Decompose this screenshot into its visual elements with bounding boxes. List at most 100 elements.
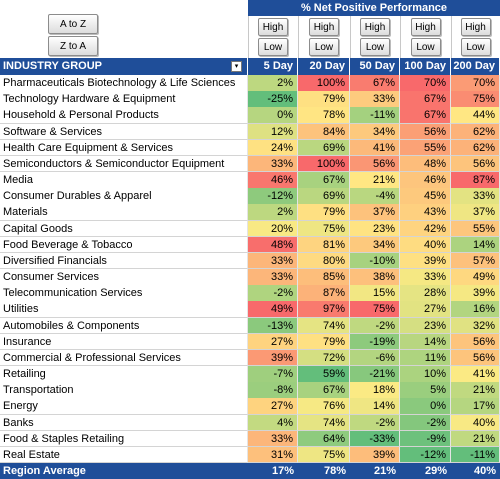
data-cell: 69% — [298, 188, 350, 205]
data-cell: 37% — [451, 204, 500, 221]
sort-button[interactable]: A to Z — [48, 14, 98, 34]
data-cell: 17% — [451, 398, 500, 415]
row-label: Media — [0, 172, 248, 189]
column-header: 100 Day — [400, 58, 451, 75]
data-cell: 40% — [451, 414, 500, 432]
data-cell: 44% — [451, 107, 500, 124]
row-label: Semiconductors & Semiconductor Equipment — [0, 155, 248, 173]
row-label: Automobiles & Components — [0, 317, 248, 335]
data-cell: 100% — [298, 155, 350, 173]
row-label: Software & Services — [0, 123, 248, 141]
filter-button[interactable]: High — [258, 18, 288, 36]
data-cell: 46% — [248, 172, 298, 189]
data-cell: -2% — [248, 285, 298, 302]
row-label: Capital Goods — [0, 220, 248, 238]
data-cell: 33% — [451, 188, 500, 205]
data-cell: 39% — [350, 446, 400, 464]
filter-button[interactable]: Low — [460, 38, 491, 56]
data-cell: 11% — [400, 349, 451, 367]
data-cell: -9% — [400, 430, 451, 448]
data-cell: -2% — [350, 414, 400, 432]
data-cell: 34% — [350, 123, 400, 141]
data-cell: 67% — [298, 382, 350, 399]
data-cell: 14% — [451, 236, 500, 254]
data-cell: 46% — [400, 172, 451, 189]
row-label: Consumer Durables & Apparel — [0, 188, 248, 205]
data-cell: 18% — [350, 382, 400, 399]
filter-button[interactable]: Low — [360, 38, 390, 56]
data-cell: 100% — [298, 75, 350, 92]
row-label: Transportation — [0, 382, 248, 399]
filter-button[interactable]: High — [360, 18, 390, 36]
column-separator — [248, 16, 249, 58]
data-cell: -2% — [400, 414, 451, 432]
data-cell: 21% — [350, 172, 400, 189]
data-cell: 75% — [350, 301, 400, 318]
data-cell: 75% — [298, 220, 350, 238]
data-cell: 69% — [298, 139, 350, 157]
data-cell: 40% — [400, 236, 451, 254]
data-cell: 41% — [350, 139, 400, 157]
data-cell: 16% — [451, 301, 500, 318]
data-cell: -21% — [350, 366, 400, 383]
data-cell: 39% — [248, 349, 298, 367]
column-separator — [400, 16, 401, 58]
data-cell: 2% — [248, 204, 298, 221]
data-cell: 70% — [451, 75, 500, 92]
data-cell: 45% — [400, 188, 451, 205]
data-cell: 31% — [248, 446, 298, 464]
row-label: Retailing — [0, 366, 248, 383]
filter-button[interactable]: Low — [410, 38, 441, 56]
row-label: Pharmaceuticals Biotechnology & Life Sci… — [0, 75, 248, 92]
data-cell: -8% — [248, 382, 298, 399]
data-cell: 38% — [350, 269, 400, 286]
data-cell: 32% — [451, 317, 500, 335]
data-cell: 81% — [298, 236, 350, 254]
data-cell: 21% — [451, 382, 500, 399]
filter-button[interactable]: Low — [309, 38, 339, 56]
data-cell: 78% — [298, 107, 350, 124]
column-header: 5 Day — [248, 58, 298, 75]
data-cell: 41% — [451, 366, 500, 383]
data-cell: 84% — [298, 123, 350, 141]
footer-cell: 78% — [298, 463, 350, 479]
data-cell: 23% — [400, 317, 451, 335]
data-cell: -19% — [350, 333, 400, 351]
column-header: 20 Day — [298, 58, 350, 75]
data-cell: 75% — [451, 91, 500, 108]
data-cell: 76% — [298, 398, 350, 415]
filter-button[interactable]: Low — [258, 38, 288, 56]
data-cell: -4% — [350, 188, 400, 205]
column-separator — [451, 16, 452, 58]
data-cell: 33% — [350, 91, 400, 108]
data-cell: 5% — [400, 382, 451, 399]
data-cell: 33% — [248, 155, 298, 173]
data-cell: 49% — [248, 301, 298, 318]
row-label: Household & Personal Products — [0, 107, 248, 124]
data-cell: 21% — [451, 430, 500, 448]
data-cell: 15% — [350, 285, 400, 302]
row-label: Commercial & Professional Services — [0, 349, 248, 367]
column-separator — [298, 16, 299, 58]
data-cell: 62% — [451, 139, 500, 157]
filter-dropdown[interactable]: ▾ — [231, 61, 242, 72]
data-cell: -12% — [400, 446, 451, 464]
data-cell: 56% — [400, 123, 451, 141]
row-label: Insurance — [0, 333, 248, 351]
data-cell: 33% — [248, 252, 298, 270]
column-header: INDUSTRY GROUP — [0, 58, 248, 75]
data-cell: 14% — [350, 398, 400, 415]
filter-button[interactable]: High — [410, 18, 441, 36]
filter-button[interactable]: High — [460, 18, 491, 36]
data-cell: 27% — [400, 301, 451, 318]
data-cell: 64% — [298, 430, 350, 448]
data-cell: 48% — [400, 155, 451, 173]
sort-button[interactable]: Z to A — [48, 36, 98, 56]
data-cell: -6% — [350, 349, 400, 367]
row-label: Energy — [0, 398, 248, 415]
data-cell: -11% — [350, 107, 400, 124]
data-cell: 72% — [298, 349, 350, 367]
data-cell: 67% — [298, 172, 350, 189]
row-label: Food & Staples Retailing — [0, 430, 248, 448]
filter-button[interactable]: High — [309, 18, 339, 36]
